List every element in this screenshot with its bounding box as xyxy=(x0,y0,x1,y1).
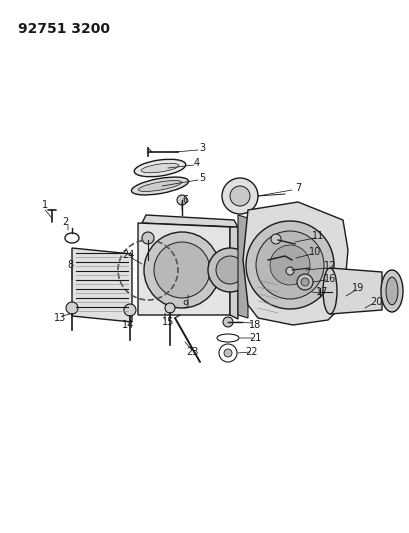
Polygon shape xyxy=(243,202,347,325)
Text: 5: 5 xyxy=(198,173,204,183)
Circle shape xyxy=(207,248,252,292)
Text: 8: 8 xyxy=(67,260,73,270)
Circle shape xyxy=(154,242,209,298)
Text: 19: 19 xyxy=(351,283,363,293)
Circle shape xyxy=(222,317,232,327)
Circle shape xyxy=(144,232,220,308)
Circle shape xyxy=(285,267,293,275)
Circle shape xyxy=(164,303,175,313)
Circle shape xyxy=(142,232,154,244)
Ellipse shape xyxy=(138,181,181,191)
Circle shape xyxy=(66,302,78,314)
Text: 4: 4 xyxy=(193,158,200,168)
Text: 3: 3 xyxy=(198,143,204,153)
Ellipse shape xyxy=(322,268,336,314)
Text: 15: 15 xyxy=(162,317,174,327)
Text: 1: 1 xyxy=(42,200,48,210)
Polygon shape xyxy=(72,248,132,322)
Circle shape xyxy=(216,256,243,284)
Circle shape xyxy=(270,245,309,285)
Text: 9: 9 xyxy=(182,300,188,310)
Text: 21: 21 xyxy=(248,333,261,343)
Circle shape xyxy=(300,278,308,286)
Text: 2: 2 xyxy=(62,217,68,227)
Text: 17: 17 xyxy=(315,287,327,297)
Ellipse shape xyxy=(385,277,397,305)
Text: 22: 22 xyxy=(245,347,258,357)
Text: 14: 14 xyxy=(121,320,134,330)
Text: 20: 20 xyxy=(369,297,381,307)
Circle shape xyxy=(270,234,280,244)
Polygon shape xyxy=(142,215,237,227)
Polygon shape xyxy=(138,223,229,315)
Polygon shape xyxy=(237,215,247,318)
Text: 11: 11 xyxy=(311,231,324,241)
Text: 16: 16 xyxy=(323,274,335,284)
Circle shape xyxy=(124,304,136,316)
Text: 6: 6 xyxy=(182,195,188,205)
Ellipse shape xyxy=(131,177,188,195)
Text: 13: 13 xyxy=(54,313,66,323)
Text: 24: 24 xyxy=(121,250,134,260)
Text: 18: 18 xyxy=(248,320,261,330)
Polygon shape xyxy=(229,227,237,319)
Circle shape xyxy=(245,221,333,309)
Text: 12: 12 xyxy=(323,261,335,271)
Text: 10: 10 xyxy=(308,247,320,257)
Circle shape xyxy=(221,178,257,214)
Ellipse shape xyxy=(134,159,185,177)
Text: 23: 23 xyxy=(185,347,198,357)
Ellipse shape xyxy=(380,270,402,312)
Text: 7: 7 xyxy=(294,183,300,193)
Circle shape xyxy=(296,274,312,290)
Circle shape xyxy=(229,186,249,206)
Circle shape xyxy=(177,195,187,205)
Circle shape xyxy=(223,349,231,357)
Ellipse shape xyxy=(141,163,178,173)
Polygon shape xyxy=(329,268,381,314)
Circle shape xyxy=(255,231,323,299)
Text: 92751 3200: 92751 3200 xyxy=(18,22,110,36)
